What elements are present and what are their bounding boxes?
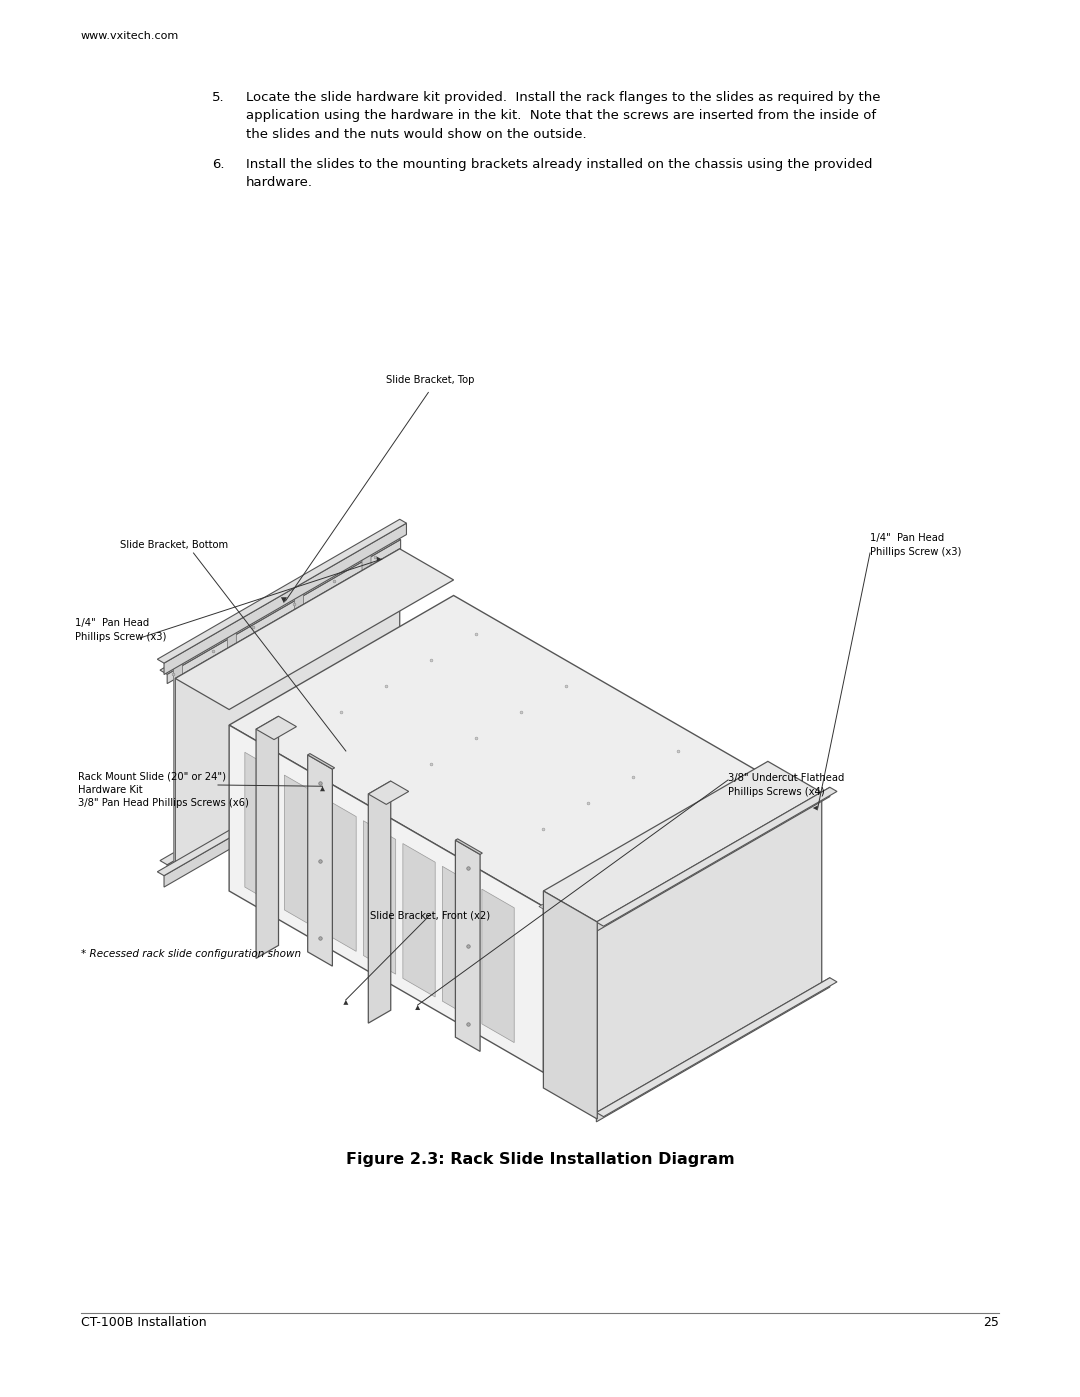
Text: Slide Bracket, Top: Slide Bracket, Top	[386, 374, 474, 386]
Polygon shape	[482, 888, 514, 1042]
Polygon shape	[403, 844, 435, 997]
Polygon shape	[456, 838, 483, 855]
Polygon shape	[596, 978, 829, 1122]
Polygon shape	[324, 798, 356, 951]
Polygon shape	[229, 725, 543, 1073]
Polygon shape	[320, 787, 325, 791]
Text: www.vxitech.com: www.vxitech.com	[81, 31, 179, 41]
Polygon shape	[368, 781, 391, 1023]
Polygon shape	[415, 1004, 420, 1010]
Polygon shape	[167, 731, 401, 875]
Polygon shape	[596, 788, 829, 932]
Polygon shape	[543, 761, 822, 922]
Polygon shape	[343, 1000, 349, 1004]
Text: Locate the slide hardware kit provided.  Install the rack flanges to the slides : Locate the slide hardware kit provided. …	[246, 91, 881, 141]
Text: 1/4"  Pan Head
Phillips Screw (x3): 1/4" Pan Head Phillips Screw (x3)	[870, 534, 961, 556]
Polygon shape	[377, 556, 381, 562]
Polygon shape	[596, 978, 837, 1116]
Polygon shape	[543, 777, 768, 1073]
Polygon shape	[158, 520, 406, 664]
Polygon shape	[284, 775, 316, 929]
Polygon shape	[308, 753, 335, 770]
Text: Slide Bracket, Bottom: Slide Bracket, Bottom	[120, 541, 228, 550]
Polygon shape	[158, 732, 406, 876]
Text: 1/4"  Pan Head
Phillips Screw (x3): 1/4" Pan Head Phillips Screw (x3)	[75, 619, 166, 641]
Polygon shape	[363, 820, 395, 974]
Polygon shape	[443, 866, 475, 1020]
Polygon shape	[256, 717, 297, 739]
Text: 6.: 6.	[212, 158, 225, 170]
Polygon shape	[256, 717, 279, 958]
Polygon shape	[281, 598, 287, 604]
Polygon shape	[175, 549, 400, 876]
Polygon shape	[245, 753, 278, 905]
Text: 3/8" Undercut Flathead
Phillips Screws (x4): 3/8" Undercut Flathead Phillips Screws (…	[728, 774, 845, 796]
Polygon shape	[308, 754, 333, 967]
Polygon shape	[167, 539, 401, 683]
Text: 5.: 5.	[212, 91, 225, 103]
Polygon shape	[164, 522, 406, 675]
Polygon shape	[597, 792, 822, 1119]
Polygon shape	[596, 788, 837, 926]
Text: CT-100B Installation: CT-100B Installation	[81, 1316, 206, 1329]
Polygon shape	[229, 595, 768, 907]
Polygon shape	[164, 736, 406, 887]
Text: 25: 25	[983, 1316, 999, 1329]
Polygon shape	[368, 781, 408, 805]
Polygon shape	[174, 662, 183, 863]
Polygon shape	[295, 592, 303, 793]
Text: Figure 2.3: Rack Slide Installation Diagram: Figure 2.3: Rack Slide Installation Diag…	[346, 1153, 734, 1166]
Polygon shape	[813, 806, 818, 810]
Text: Install the slides to the mounting brackets already installed on the chassis usi: Install the slides to the mounting brack…	[246, 158, 873, 190]
Text: Rack Mount Slide (20" or 24")
Hardware Kit
3/8" Pan Head Phillips Screws (x6): Rack Mount Slide (20" or 24") Hardware K…	[78, 771, 248, 809]
Polygon shape	[362, 553, 372, 756]
Text: * Recessed rack slide configuration shown: * Recessed rack slide configuration show…	[81, 949, 301, 958]
Polygon shape	[160, 535, 401, 675]
Text: Slide Bracket, Front (x2): Slide Bracket, Front (x2)	[370, 909, 490, 921]
Polygon shape	[175, 549, 454, 710]
Polygon shape	[227, 630, 237, 833]
Polygon shape	[160, 726, 401, 865]
Polygon shape	[539, 904, 550, 911]
Polygon shape	[456, 840, 481, 1052]
Polygon shape	[543, 891, 597, 1119]
